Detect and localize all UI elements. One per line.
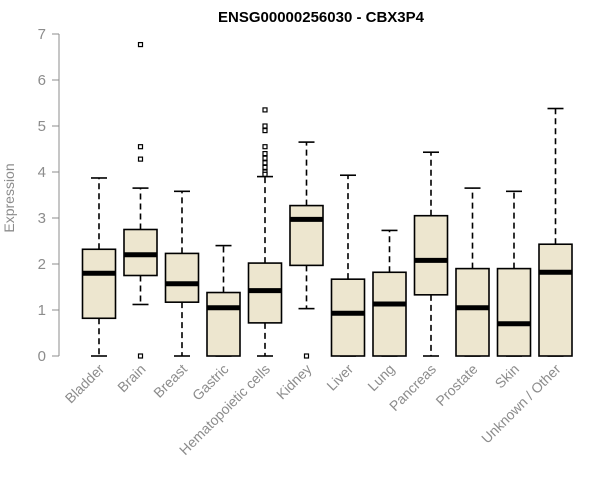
box-iqr — [289, 204, 324, 267]
box-group — [81, 177, 117, 357]
outlier-point — [137, 353, 144, 359]
category-label: Breast — [150, 361, 190, 401]
box-iqr — [455, 267, 490, 357]
outlier-point — [262, 171, 268, 177]
y-tick-label: 6 — [38, 72, 46, 89]
box-group — [455, 187, 490, 357]
outlier-point — [137, 144, 144, 150]
outlier-point — [262, 123, 268, 129]
outlier-point — [262, 144, 268, 150]
category-label: Unknown / Other — [478, 361, 564, 447]
category-label: Lung — [364, 361, 397, 394]
box-group — [123, 41, 158, 359]
outlier-point — [262, 151, 268, 157]
category-label: Skin — [492, 361, 523, 392]
category-label: Kidney — [273, 361, 315, 403]
outlier-point — [262, 128, 268, 134]
boxes-group — [81, 41, 573, 359]
box-group — [496, 190, 532, 357]
box-iqr — [538, 243, 573, 357]
box-group — [206, 244, 241, 357]
box-group — [413, 151, 449, 357]
y-tick-label: 5 — [38, 118, 46, 135]
y-axis-ticks: 0 1 2 3 4 5 6 7 — [38, 26, 59, 365]
outlier-point — [262, 107, 268, 113]
category-label: Liver — [323, 361, 356, 394]
category-label: Bladder — [62, 361, 108, 407]
y-axis-label: Expression — [1, 163, 17, 232]
box-group — [372, 229, 407, 357]
box-iqr — [496, 267, 532, 357]
box-iqr — [413, 214, 449, 296]
y-tick-label: 4 — [38, 164, 46, 181]
box-iqr — [206, 291, 241, 357]
y-tick-label: 7 — [38, 26, 46, 43]
outlier-point — [137, 156, 144, 162]
box-iqr — [330, 278, 366, 357]
category-label: Brain — [114, 361, 148, 395]
box-group — [538, 107, 573, 357]
box-group — [247, 107, 283, 357]
y-tick-label: 2 — [38, 256, 46, 273]
outlier-point — [262, 164, 268, 170]
y-tick-label: 1 — [38, 302, 46, 319]
y-tick-label: 3 — [38, 210, 46, 227]
outlier-point — [137, 41, 144, 48]
outlier-point — [303, 353, 310, 359]
chart-title: ENSG00000256030 - CBX3P4 — [218, 9, 425, 26]
y-tick-label: 0 — [38, 348, 46, 365]
box-iqr — [164, 252, 200, 303]
outlier-point — [262, 160, 268, 166]
box-group — [289, 141, 324, 359]
box-iqr — [372, 271, 407, 357]
outlier-point — [262, 155, 268, 161]
box-iqr — [81, 248, 117, 320]
box-group — [330, 174, 366, 357]
box-group — [164, 190, 200, 357]
category-label: Prostate — [432, 361, 480, 409]
